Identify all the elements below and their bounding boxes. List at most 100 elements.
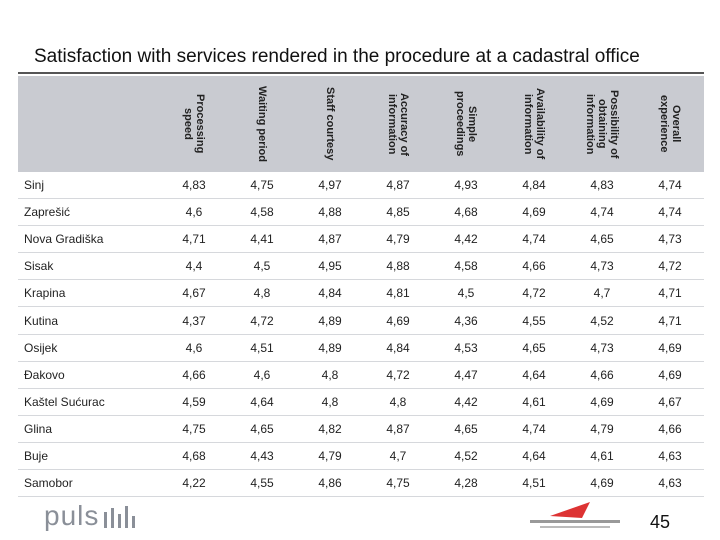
value-cell: 4,5 — [432, 279, 500, 308]
row-label: Đakovo — [18, 361, 160, 389]
value-cell: 4,69 — [636, 334, 704, 362]
value-cell: 4,72 — [500, 279, 568, 308]
value-cell: 4,47 — [432, 361, 500, 389]
corner-cell — [18, 76, 160, 172]
column-header-text: Staff courtesy — [324, 87, 336, 161]
value-cell: 4,65 — [568, 225, 636, 254]
row-label: Kutina — [18, 306, 160, 335]
column-header: Accuracy of information — [364, 76, 432, 172]
value-cell: 4,68 — [432, 198, 500, 227]
value-cell: 4,8 — [228, 279, 296, 308]
value-cell: 4,89 — [296, 334, 364, 362]
table-body: Sinj 4,83 4,75 4,97 4,87 4,93 4,84 4,83 4,74 Zapr… — [18, 172, 704, 498]
value-cell: 4,7 — [364, 442, 432, 471]
value-cell: 4,79 — [296, 442, 364, 471]
row-label: Osijek — [18, 334, 160, 362]
partner-logo — [530, 502, 620, 528]
column-header: Simple proceedings — [432, 76, 500, 172]
title-rule — [18, 72, 704, 74]
value-cell: 4,87 — [296, 225, 364, 254]
table-row: Sisak 4,4 4,5 4,95 4,88 4,58 4,66 4,73 4,72 — [18, 252, 704, 281]
column-header: Availability of information — [500, 76, 568, 172]
value-cell: 4,8 — [296, 361, 364, 389]
value-cell: 4,53 — [432, 334, 500, 362]
value-cell: 4,71 — [636, 279, 704, 308]
value-cell: 4,81 — [364, 279, 432, 308]
value-cell: 4,67 — [636, 388, 704, 416]
value-cell: 4,22 — [160, 469, 228, 498]
table-row: Kaštel Sućurac 4,59 4,64 4,8 4,8 4,42 4,61 4,69… — [18, 388, 704, 416]
value-cell: 4,73 — [636, 225, 704, 254]
value-cell: 4,43 — [228, 442, 296, 471]
value-cell: 4,72 — [636, 252, 704, 281]
value-cell: 4,63 — [636, 469, 704, 498]
value-cell: 4,97 — [296, 172, 364, 200]
logo-bars — [104, 506, 135, 528]
value-cell: 4,85 — [364, 198, 432, 227]
value-cell: 4,4 — [160, 252, 228, 281]
row-label: Glina — [18, 415, 160, 443]
header-row: Processing speed Waiting period Staff cour… — [18, 76, 704, 172]
value-cell: 4,61 — [568, 442, 636, 471]
value-cell: 4,75 — [160, 415, 228, 443]
value-cell: 4,65 — [500, 334, 568, 362]
value-cell: 4,75 — [364, 469, 432, 498]
value-cell: 4,66 — [500, 252, 568, 281]
value-cell: 4,74 — [500, 225, 568, 254]
value-cell: 4,69 — [568, 388, 636, 416]
row-label: Sisak — [18, 252, 160, 281]
value-cell: 4,66 — [568, 361, 636, 389]
table-row: Osijek 4,6 4,51 4,89 4,84 4,53 4,65 4,73 4,69 — [18, 334, 704, 362]
value-cell: 4,73 — [568, 252, 636, 281]
value-cell: 4,42 — [432, 225, 500, 254]
column-header-text: Accuracy of information — [386, 92, 410, 156]
value-cell: 4,82 — [296, 415, 364, 443]
value-cell: 4,69 — [500, 198, 568, 227]
value-cell: 4,7 — [568, 279, 636, 308]
value-cell: 4,61 — [500, 388, 568, 416]
column-header-text: Availability of information — [522, 88, 546, 160]
column-header-text: Simple proceedings — [454, 91, 478, 157]
value-cell: 4,74 — [636, 198, 704, 227]
column-header: Staff courtesy — [296, 76, 364, 172]
value-cell: 4,42 — [432, 388, 500, 416]
value-cell: 4,73 — [568, 334, 636, 362]
value-cell: 4,71 — [160, 225, 228, 254]
value-cell: 4,74 — [636, 172, 704, 200]
value-cell: 4,51 — [228, 334, 296, 362]
value-cell: 4,8 — [364, 388, 432, 416]
value-cell: 4,64 — [500, 442, 568, 471]
value-cell: 4,88 — [296, 198, 364, 227]
value-cell: 4,83 — [160, 172, 228, 200]
value-cell: 4,72 — [364, 361, 432, 389]
value-cell: 4,28 — [432, 469, 500, 498]
value-cell: 4,58 — [228, 198, 296, 227]
value-cell: 4,37 — [160, 306, 228, 335]
value-cell: 4,65 — [228, 415, 296, 443]
row-label: Krapina — [18, 279, 160, 308]
value-cell: 4,74 — [500, 415, 568, 443]
value-cell: 4,55 — [500, 306, 568, 335]
value-cell: 4,68 — [160, 442, 228, 471]
value-cell: 4,65 — [432, 415, 500, 443]
value-cell: 4,72 — [228, 306, 296, 335]
value-cell: 4,6 — [228, 361, 296, 389]
value-cell: 4,6 — [160, 198, 228, 227]
value-cell: 4,64 — [500, 361, 568, 389]
value-cell: 4,55 — [228, 469, 296, 498]
table: Processing speed Waiting period Staff cour… — [18, 76, 704, 498]
title: Satisfaction with services rendered in t… — [34, 46, 640, 67]
value-cell: 4,52 — [568, 306, 636, 335]
table-row: Buje 4,68 4,43 4,79 4,7 4,52 4,64 4,61 4,63 — [18, 442, 704, 471]
value-cell: 4,59 — [160, 388, 228, 416]
value-cell: 4,41 — [228, 225, 296, 254]
value-cell: 4,74 — [568, 198, 636, 227]
value-cell: 4,84 — [364, 334, 432, 362]
value-cell: 4,87 — [364, 415, 432, 443]
value-cell: 4,86 — [296, 469, 364, 498]
value-cell: 4,75 — [228, 172, 296, 200]
value-cell: 4,66 — [160, 361, 228, 389]
value-cell: 4,8 — [296, 388, 364, 416]
table-row: Samobor 4,22 4,55 4,86 4,75 4,28 4,51 4,69 4,63 — [18, 469, 704, 498]
column-header-text: Overall experience — [658, 95, 682, 153]
